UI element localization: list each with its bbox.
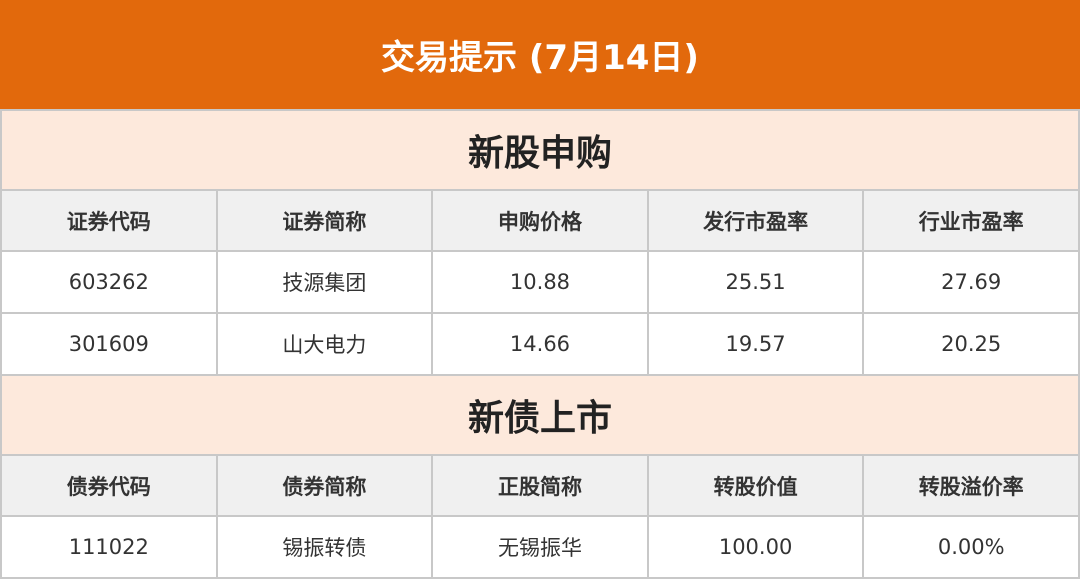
column-header: 发行市盈率 (646, 189, 865, 252)
table-cell: 技源集团 (215, 250, 434, 314)
bond-section-title: 新债上市 (0, 374, 1080, 456)
table-row: 111022 锡振转债 无锡振华 100.00 0.00% (0, 515, 1080, 579)
table-row: 301609 山大电力 14.66 19.57 20.25 (0, 312, 1080, 376)
ipo-table: 新股申购 证券代码 证券简称 申购价格 发行市盈率 行业市盈率 603262 技… (0, 109, 1080, 579)
table-cell: 19.57 (646, 312, 865, 376)
bond-header-row: 债券代码 债券简称 正股简称 转股价值 转股溢价率 (0, 454, 1080, 517)
ipo-header-row: 证券代码 证券简称 申购价格 发行市盈率 行业市盈率 (0, 189, 1080, 252)
column-header: 转股价值 (646, 454, 865, 517)
page-title: 交易提示 (7月14日) (0, 0, 1080, 109)
table-cell: 25.51 (646, 250, 865, 314)
table-cell: 10.88 (431, 250, 649, 314)
table-cell: 山大电力 (215, 312, 434, 376)
column-header: 申购价格 (431, 189, 649, 252)
ipo-section-title: 新股申购 (0, 109, 1080, 191)
column-header: 证券简称 (215, 189, 434, 252)
table-cell: 100.00 (646, 515, 865, 579)
table-cell: 0.00% (862, 515, 1080, 579)
table-cell: 603262 (0, 250, 218, 314)
column-header: 债券代码 (0, 454, 218, 517)
column-header: 转股溢价率 (862, 454, 1080, 517)
table-cell: 301609 (0, 312, 218, 376)
table-cell: 27.69 (862, 250, 1080, 314)
table-cell: 111022 (0, 515, 218, 579)
table-cell: 20.25 (862, 312, 1080, 376)
table-cell: 锡振转债 (215, 515, 434, 579)
column-header: 正股简称 (431, 454, 649, 517)
column-header: 债券简称 (215, 454, 434, 517)
column-header: 行业市盈率 (862, 189, 1080, 252)
table-row: 603262 技源集团 10.88 25.51 27.69 (0, 250, 1080, 314)
table-cell: 无锡振华 (431, 515, 649, 579)
table-cell: 14.66 (431, 312, 649, 376)
column-header: 证券代码 (0, 189, 218, 252)
